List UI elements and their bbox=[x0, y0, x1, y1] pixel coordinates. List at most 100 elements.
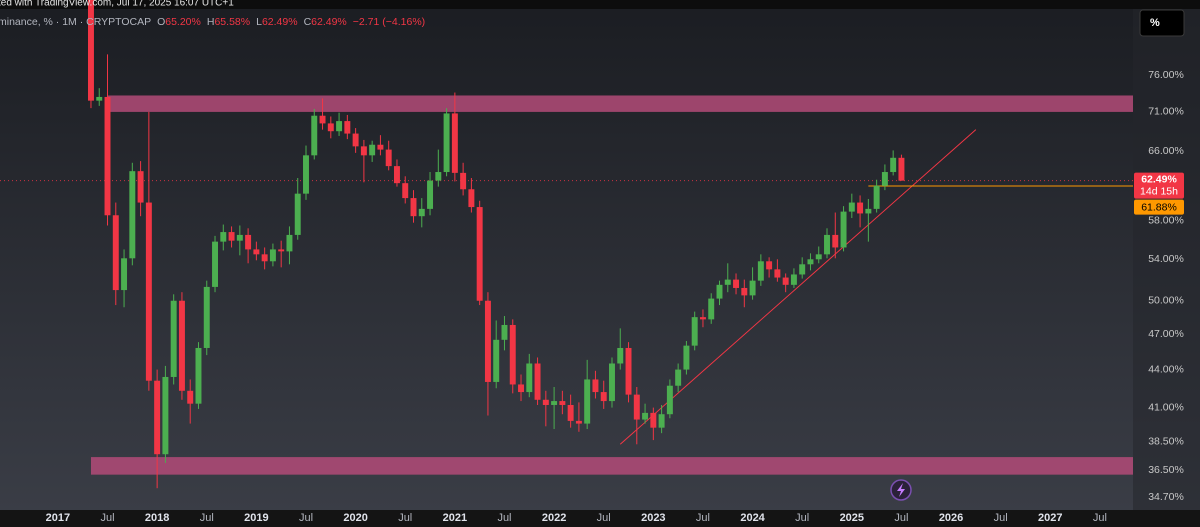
candle bbox=[443, 108, 450, 177]
candle bbox=[774, 259, 781, 282]
candle bbox=[336, 112, 343, 136]
candle bbox=[741, 279, 748, 308]
candle bbox=[228, 226, 235, 248]
candle bbox=[848, 193, 855, 219]
candle bbox=[435, 149, 442, 187]
candle bbox=[410, 190, 417, 223]
candle bbox=[220, 224, 227, 251]
candle bbox=[468, 177, 475, 213]
candle bbox=[203, 280, 210, 356]
candle-body bbox=[294, 193, 301, 235]
y-tick-label: 66.00% bbox=[1148, 145, 1184, 157]
candle bbox=[617, 328, 624, 370]
candle bbox=[245, 228, 252, 264]
candle-body bbox=[303, 155, 309, 194]
candle-body bbox=[509, 324, 516, 385]
candle bbox=[857, 195, 864, 228]
candle-body bbox=[493, 339, 500, 382]
candle-body bbox=[245, 234, 252, 250]
candle-body bbox=[559, 401, 566, 405]
candle-body bbox=[104, 96, 111, 216]
candle-body bbox=[195, 347, 202, 404]
candle bbox=[518, 374, 524, 402]
y-tick-label: 36.50% bbox=[1148, 464, 1184, 476]
candle-body bbox=[526, 363, 533, 393]
x-tick-label: Jul bbox=[795, 512, 809, 524]
candle-body bbox=[683, 345, 690, 370]
candle bbox=[509, 319, 516, 394]
x-tick-label: Jul bbox=[299, 512, 313, 524]
candle-body bbox=[592, 379, 599, 393]
candle bbox=[824, 228, 830, 259]
candle bbox=[790, 268, 797, 288]
candle bbox=[898, 154, 905, 181]
candle-body bbox=[551, 401, 558, 405]
x-tick-label: 2024 bbox=[740, 512, 765, 524]
legend-value: 62.49% bbox=[311, 16, 347, 28]
legend-value: 65.20% bbox=[165, 16, 201, 28]
y-tick-label: 50.00% bbox=[1148, 295, 1184, 307]
candle-body bbox=[898, 157, 905, 181]
candle bbox=[162, 365, 169, 463]
x-tick-label: 2020 bbox=[343, 512, 367, 524]
candle bbox=[377, 135, 384, 156]
candle-body bbox=[865, 208, 872, 214]
candle bbox=[369, 140, 376, 162]
candle-body bbox=[658, 414, 665, 428]
candle-body bbox=[766, 261, 773, 270]
scale-button[interactable] bbox=[1139, 9, 1185, 37]
candle bbox=[807, 253, 814, 271]
legend-key: H bbox=[207, 16, 215, 28]
candle bbox=[559, 390, 566, 415]
candle-body bbox=[832, 234, 839, 248]
candle bbox=[187, 379, 194, 424]
candle bbox=[112, 202, 119, 306]
level-box bbox=[1134, 199, 1184, 215]
last-price-label: 62.49% bbox=[1141, 173, 1177, 185]
candle bbox=[567, 394, 574, 428]
symbol: minance, % · 1M · CRYPTOCAP bbox=[0, 16, 151, 28]
candle bbox=[733, 273, 740, 295]
candle-body bbox=[724, 279, 731, 285]
candle bbox=[865, 198, 872, 242]
candle-body bbox=[782, 277, 789, 285]
candle bbox=[832, 212, 839, 259]
candle-body bbox=[824, 234, 830, 255]
candle-body bbox=[807, 259, 814, 265]
candle-body bbox=[145, 202, 152, 381]
candle bbox=[236, 225, 243, 256]
candle-body bbox=[625, 347, 632, 395]
candle-body bbox=[617, 347, 624, 364]
candle-body bbox=[212, 241, 218, 287]
candle-body bbox=[691, 317, 698, 346]
candle-body bbox=[236, 234, 243, 241]
candle bbox=[766, 257, 773, 278]
candle bbox=[278, 240, 285, 268]
candle-body bbox=[468, 189, 475, 208]
candle-body bbox=[542, 399, 549, 405]
legend-key: L bbox=[256, 16, 262, 28]
candle bbox=[460, 162, 467, 196]
x-tick-label: Jul bbox=[597, 512, 611, 524]
candle bbox=[212, 235, 218, 293]
axes: 76.00% 71.00% 66.00% 58.00% 54.00% 50.00% 47.0… bbox=[46, 69, 1184, 524]
candle-body bbox=[584, 379, 591, 424]
candle-body bbox=[501, 324, 508, 340]
candle-body bbox=[286, 234, 293, 252]
candle bbox=[890, 150, 897, 176]
countdown-label: 14d 15h bbox=[1140, 185, 1178, 197]
candle bbox=[311, 108, 318, 160]
candle-body bbox=[600, 392, 607, 402]
candle-body bbox=[435, 172, 442, 181]
candle bbox=[493, 320, 500, 389]
candle-body bbox=[327, 123, 334, 132]
candle bbox=[269, 243, 276, 267]
price-axis bbox=[1133, 0, 1200, 510]
zone bbox=[90, 457, 1133, 475]
candle bbox=[104, 54, 111, 226]
candle-body bbox=[269, 249, 276, 262]
candle-body bbox=[774, 269, 781, 278]
scale-button-label[interactable]: % bbox=[1150, 17, 1160, 29]
